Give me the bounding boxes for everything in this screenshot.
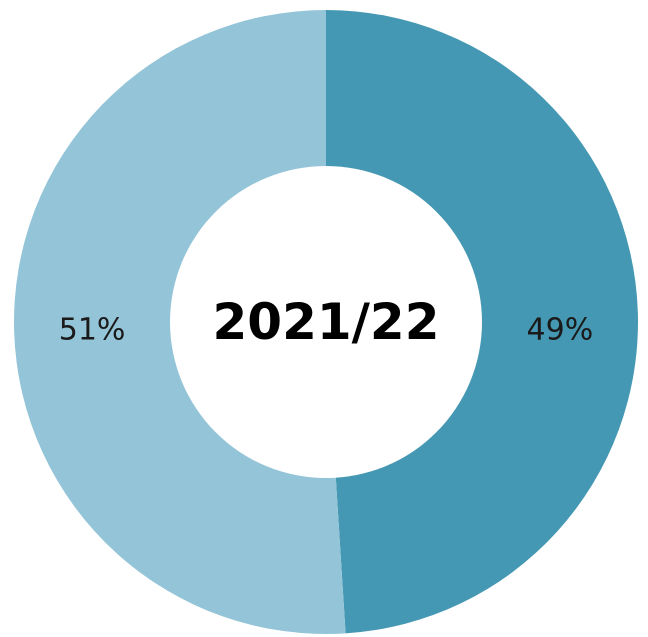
slice-labels: 49% 51% xyxy=(59,313,593,348)
donut-hole xyxy=(170,166,482,478)
slice-label-0: 49% xyxy=(527,313,594,348)
slice-label-1: 51% xyxy=(59,313,126,348)
center-label: 2021/22 xyxy=(212,293,439,351)
